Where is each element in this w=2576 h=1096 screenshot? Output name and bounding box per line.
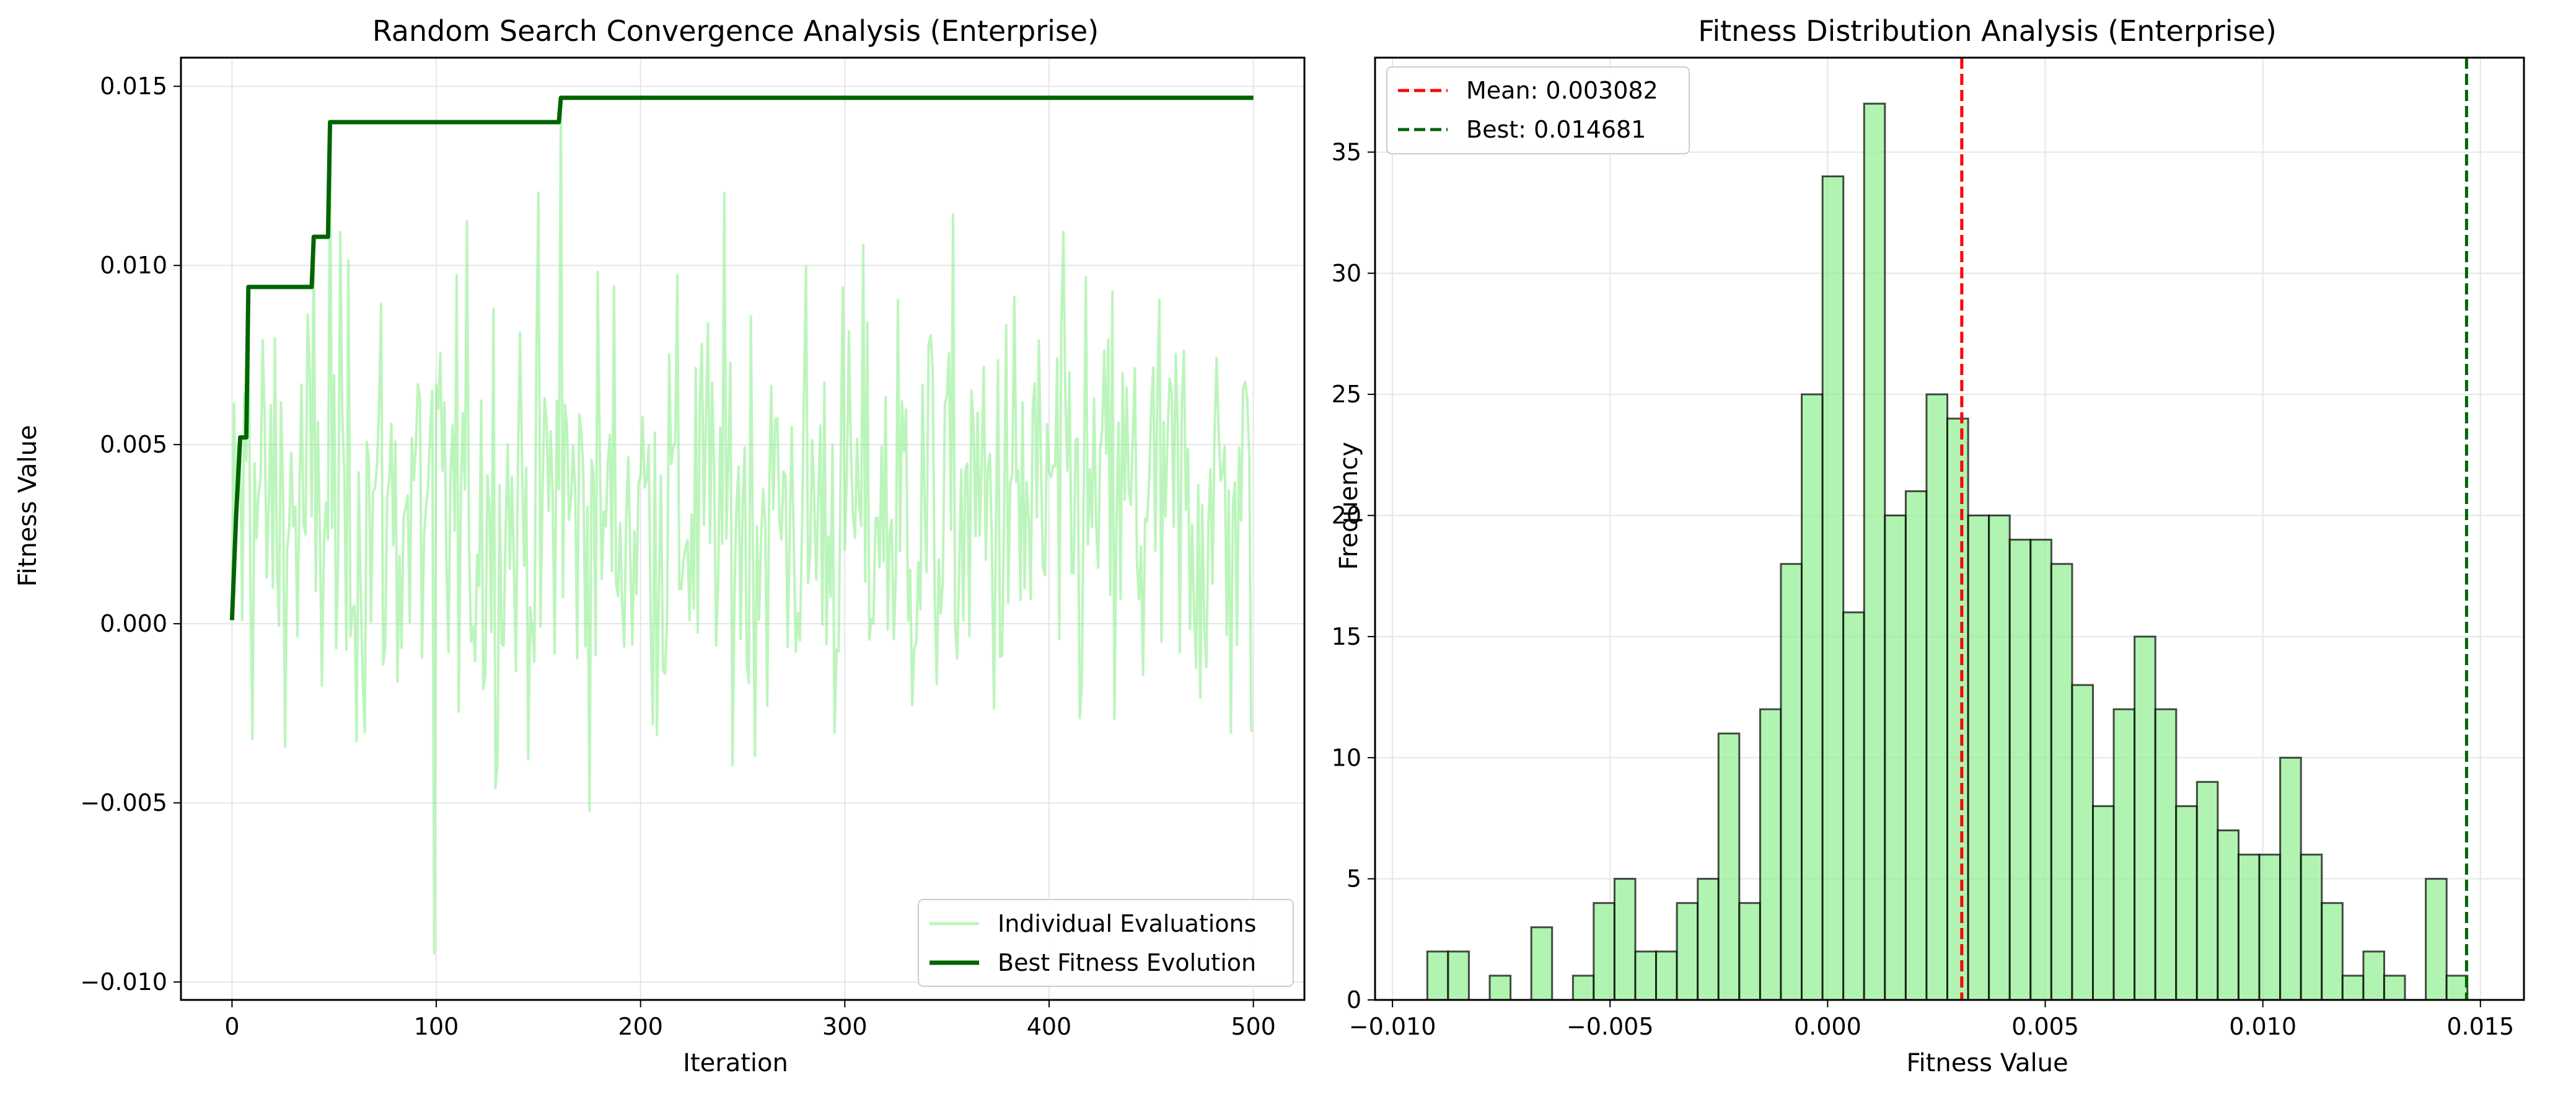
- histogram-bar: [2008, 539, 2032, 1001]
- histogram-bar: [1488, 974, 1512, 1001]
- histogram-bar: [1634, 950, 1658, 1001]
- histogram-bar: [1801, 393, 1824, 1001]
- histogram-bar: [1842, 611, 1865, 1001]
- histogram-bar: [1821, 175, 1845, 1001]
- x-tick-label: 0.000: [1794, 1013, 1862, 1040]
- x-axis-label: Iteration: [683, 1049, 788, 1077]
- plot-frame: [180, 56, 1306, 1001]
- histogram-bar: [1717, 732, 1741, 1001]
- series-best-fitness-evolution: [229, 95, 1254, 621]
- histogram-bar: [2258, 854, 2282, 1001]
- ticks: 0 100 200 300 400 500 −0.010 −0.005 0.000 0.005 0.…: [80, 73, 1275, 1040]
- legend: Individual Evaluations Best Fitness Evol…: [918, 899, 1294, 987]
- histogram-bar: [2383, 974, 2406, 1001]
- histogram-bar: [2154, 708, 2178, 1001]
- histogram-bar: [1676, 902, 1699, 1001]
- legend-label-best: Best Fitness Evolution: [998, 949, 1256, 976]
- y-tick-label: 30: [1332, 260, 1361, 287]
- convergence-chart: Random Search Convergence Analysis (Ente…: [14, 14, 1306, 1077]
- legend-label-individual: Individual Evaluations: [998, 910, 1256, 937]
- histogram-bar: [1904, 490, 1928, 1001]
- histogram-bar: [2445, 974, 2469, 1001]
- histogram-bar: [2237, 854, 2261, 1001]
- legend-box: [1386, 66, 1690, 154]
- y-tick-label: 10: [1332, 744, 1361, 771]
- x-tick-label: 0: [224, 1013, 239, 1040]
- plot-frame: [1374, 56, 2525, 1001]
- y-tick-label: 0.000: [100, 610, 167, 637]
- histogram-bar: [2050, 563, 2073, 1001]
- legend-label-best: Best: 0.014681: [1466, 116, 1646, 143]
- histogram-bar: [2092, 805, 2115, 1001]
- histogram-bar: [2279, 756, 2302, 1001]
- x-tick-label: 200: [618, 1013, 663, 1040]
- histogram-bar: [1863, 102, 1886, 1001]
- y-tick-label: −0.005: [80, 789, 167, 816]
- x-tick-label: 0.010: [2229, 1013, 2297, 1040]
- histogram-bar: [1884, 515, 1907, 1001]
- y-tick-label: −0.010: [80, 968, 167, 996]
- y-tick-label: 0.010: [100, 252, 167, 279]
- x-axis-label: Fitness Value: [1906, 1049, 2068, 1077]
- legend: Mean: 0.003082 Best: 0.014681: [1386, 66, 1690, 154]
- y-tick-label: 15: [1332, 623, 1361, 650]
- histogram-bar: [2196, 780, 2219, 1001]
- histogram-bar: [2341, 974, 2365, 1001]
- x-tick-label: −0.005: [1567, 1013, 1654, 1040]
- histogram-bar: [1572, 974, 1595, 1001]
- legend-box: [918, 899, 1294, 987]
- x-tick-label: 100: [414, 1013, 459, 1040]
- histogram-bar: [1988, 515, 2011, 1001]
- histogram-bar: [2029, 539, 2052, 1001]
- x-tick-label: 300: [822, 1013, 868, 1040]
- reference-lines: [1960, 58, 2468, 1000]
- histogram-bar: [1697, 878, 1720, 1001]
- histogram-bar: [2071, 684, 2094, 1001]
- y-tick-label: 25: [1332, 381, 1361, 408]
- histogram-bar: [2300, 854, 2323, 1001]
- histogram-bar: [1655, 950, 1678, 1001]
- histogram-bar: [2112, 708, 2136, 1001]
- histogram-bar: [1593, 902, 1615, 1001]
- y-tick-label: 0: [1347, 986, 1361, 1014]
- histogram-bar: [1447, 950, 1470, 1001]
- y-axis-label: Fitness Value: [14, 425, 42, 586]
- histogram-bar: [2425, 878, 2448, 1001]
- chart-title: Random Search Convergence Analysis (Ente…: [372, 14, 1099, 48]
- series-layer: [229, 95, 1254, 955]
- histogram-bar: [1738, 902, 1761, 1001]
- x-tick-label: 0.005: [2011, 1013, 2079, 1040]
- histogram-bar: [2175, 805, 2198, 1001]
- histogram-bar: [1925, 393, 1948, 1001]
- histogram-bar: [1946, 417, 1969, 1001]
- x-tick-label: 500: [1231, 1013, 1276, 1040]
- chart-title: Fitness Distribution Analysis (Enterpris…: [1698, 14, 2277, 48]
- y-axis-label: Frequency: [1335, 442, 1363, 570]
- histogram-bar: [1759, 708, 1782, 1001]
- histogram-bar: [1530, 926, 1554, 1001]
- histogram-bar: [2134, 635, 2156, 1001]
- x-tick-label: −0.010: [1349, 1013, 1436, 1040]
- histogram-bar: [1426, 950, 1449, 1001]
- y-tick-label: 0.015: [100, 73, 167, 100]
- histogram-bar: [2321, 902, 2344, 1001]
- y-tick-label: 20: [1332, 502, 1361, 529]
- ticks: −0.010 −0.005 0.000 0.005 0.010 0.015 0 5 10 15 20…: [1332, 138, 2515, 1040]
- y-tick-label: 5: [1347, 865, 1361, 893]
- distribution-chart: Fitness Distribution Analysis (Enterpris…: [1332, 14, 2525, 1077]
- histogram-bar: [1780, 563, 1803, 1001]
- x-tick-label: 0.015: [2446, 1013, 2514, 1040]
- histogram-bar: [2362, 950, 2385, 1001]
- legend-label-mean: Mean: 0.003082: [1466, 77, 1658, 104]
- y-tick-label: 0.005: [100, 431, 167, 458]
- x-tick-label: 400: [1027, 1013, 1072, 1040]
- histogram-bar: [2217, 829, 2240, 1001]
- histogram-bar: [1967, 515, 1990, 1001]
- histogram-bar: [1613, 878, 1637, 1001]
- y-tick-label: 35: [1332, 138, 1361, 166]
- histogram-bars: [1426, 102, 2469, 1001]
- series-individual-evaluations: [231, 96, 1253, 955]
